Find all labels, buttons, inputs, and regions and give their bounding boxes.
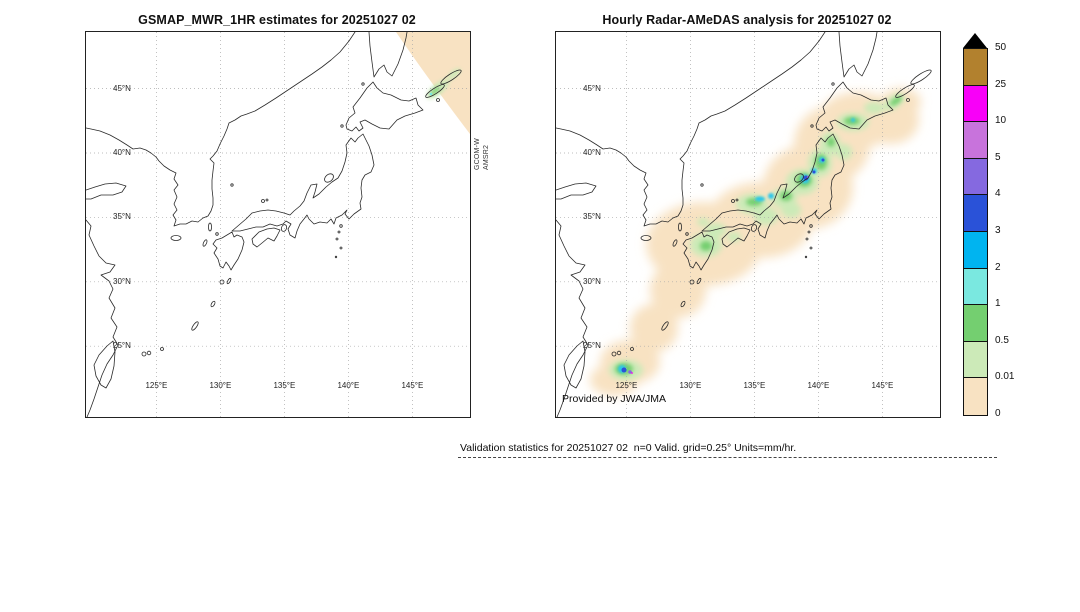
colorbar-cell (964, 305, 987, 342)
radar-map-svg (556, 32, 940, 417)
colorbar-tick-label: 3 (995, 225, 1001, 236)
grid-lines (556, 32, 940, 417)
lat-tick-label: 40°N (583, 148, 601, 158)
gsmap-map-panel: 125°E 130°E 135°E 140°E 145°E 45°N 40°N 35°N 30°… (85, 31, 471, 418)
colorbar-cells (963, 48, 988, 416)
lat-tick-label: 45°N (113, 83, 131, 93)
colorbar-cell (964, 231, 987, 269)
colorbar-tick-label: 10 (995, 115, 1007, 127)
colorbar-tick-label: 0.01 (995, 371, 1015, 383)
lon-tick-label: 135°E (273, 381, 296, 390)
colorbar-cell (964, 85, 987, 123)
lat-tick-label: 35°N (113, 212, 131, 222)
lon-tick-label: 125°E (145, 381, 168, 390)
colorbar-cell (964, 122, 987, 159)
lat-tick-label: 25°N (583, 341, 601, 351)
colorbar-cell (964, 49, 987, 86)
lat-tick-label: 40°N (113, 148, 131, 158)
precip-level-heavy (621, 158, 825, 374)
precip-level-001 (590, 88, 921, 396)
swath-sensor-label: GCOM-W AMSR2 (474, 138, 491, 170)
lat-tick-label: 45°N (583, 83, 601, 93)
colorbar-tick-label: 4 (995, 188, 1001, 200)
colorbar-overflow-triangle (963, 33, 987, 48)
validation-stats-text: Validation statistics for 20251027 02 n=… (460, 442, 797, 454)
lat-tick-label: 35°N (583, 212, 601, 222)
lon-tick-label: 145°E (871, 381, 894, 390)
lat-tick-label: 30°N (583, 276, 601, 286)
lat-tick-label: 30°N (113, 276, 131, 286)
colorbar-cell (964, 195, 987, 232)
lon-tick-label: 130°E (679, 381, 702, 390)
lon-tick-label: 140°E (807, 381, 830, 390)
colorbar-tick-label: 5 (995, 151, 1001, 163)
swath-sensor-label-line2: AMSR2 (482, 144, 490, 170)
colorbar: 50 25 10 5 4 3 2 1 0.5 0.01 0 (963, 33, 1014, 419)
colorbar-tick-label: 25 (995, 78, 1007, 90)
lat-tick-label: 25°N (113, 341, 131, 351)
footer-dashed-line (458, 457, 997, 458)
lon-tick-label: 135°E (743, 381, 766, 390)
coastlines (86, 32, 464, 417)
lon-tick-label: 130°E (209, 381, 232, 390)
colorbar-cell (964, 158, 987, 196)
colorbar-tick-label: 0 (995, 408, 1001, 419)
colorbar-cell (964, 268, 987, 306)
lon-tick-label: 140°E (337, 381, 360, 390)
swath-sensor-label-line1: GCOM-W (474, 138, 481, 170)
grid-lines (86, 32, 470, 417)
gsmap-map-svg (86, 32, 470, 417)
lon-tick-label: 125°E (615, 381, 638, 390)
colorbar-cell (964, 341, 987, 379)
lon-tick-label: 145°E (401, 381, 424, 390)
amsr2-swath-region (396, 32, 470, 134)
colorbar-cell (964, 378, 987, 415)
colorbar-tick-label: 50 (995, 42, 1007, 53)
swath-precip-dot (429, 92, 433, 96)
credit-label: Provided by JWA/JMA (562, 393, 667, 405)
radar-map-panel: Provided by JWA/JMA 125°E 130°E 135°E 140°E… (555, 31, 941, 418)
gsmap-panel-title: GSMAP_MWR_1HR estimates for 20251027 02 (138, 13, 416, 27)
colorbar-tick-label: 2 (995, 261, 1001, 273)
colorbar-tick-label: 0.5 (995, 334, 1009, 346)
radar-panel-title: Hourly Radar-AMeDAS analysis for 2025102… (602, 13, 892, 27)
colorbar-tick-label: 1 (995, 298, 1001, 310)
